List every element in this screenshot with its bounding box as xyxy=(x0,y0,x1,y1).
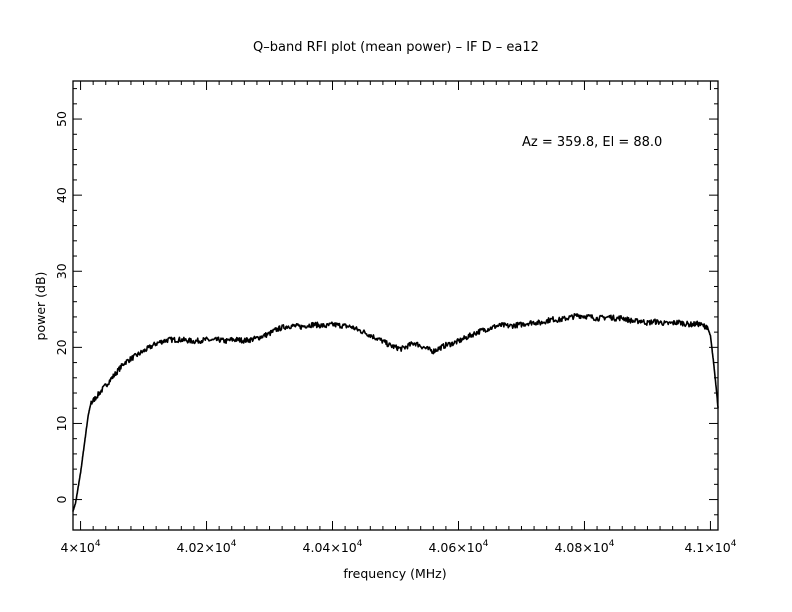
series-line xyxy=(72,313,719,512)
y-tick-label: 40 xyxy=(54,187,69,203)
y-axis: 0 10 20 30 40 50 xyxy=(54,88,718,531)
series-group xyxy=(72,313,719,512)
y-tick-label: 50 xyxy=(54,111,69,127)
x-tick-label: 4.1×104 xyxy=(684,539,736,555)
x-tick-label: 4.02×104 xyxy=(177,539,237,555)
x-tick-label: 4.08×104 xyxy=(554,539,614,555)
x-tick-label: 4×104 xyxy=(61,539,101,555)
y-tick-label: 30 xyxy=(54,263,69,279)
y-tick-label: 10 xyxy=(54,415,69,431)
y-axis-label: power (dB) xyxy=(33,272,48,341)
chart-title: Q–band RFI plot (mean power) – IF D – ea… xyxy=(253,40,539,55)
x-tick-label: 4.06×104 xyxy=(429,539,489,555)
az-el-annotation: Az = 359.8, El = 88.0 xyxy=(522,135,662,150)
x-axis-label: frequency (MHz) xyxy=(343,566,446,581)
y-tick-label: 0 xyxy=(54,496,69,504)
y-tick-label: 20 xyxy=(54,339,69,355)
x-tick-label: 4.04×104 xyxy=(303,539,363,555)
x-axis: 4×104 4.02×104 4.04×104 4.06×104 4.08×104 4.1… xyxy=(61,81,737,555)
